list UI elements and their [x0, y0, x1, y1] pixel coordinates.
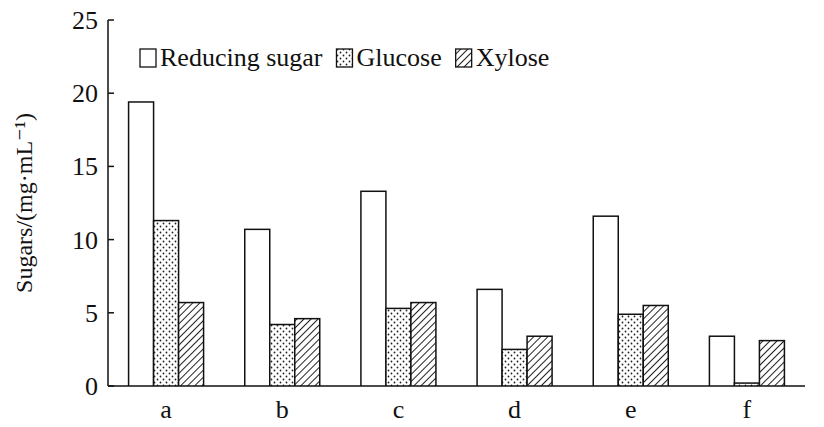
bar [361, 191, 386, 386]
bar [618, 314, 643, 386]
bar [502, 349, 527, 386]
y-tick [108, 166, 114, 168]
y-tick-label: 5 [85, 299, 98, 328]
bar [295, 319, 320, 386]
x-tick-label: a [160, 395, 172, 424]
legend-swatch [140, 49, 156, 67]
legend-label: Xylose [476, 43, 550, 72]
bar [245, 229, 270, 386]
y-tick-label: 10 [72, 226, 98, 255]
bar [527, 336, 552, 386]
bar [709, 336, 734, 386]
x-tick-label: e [625, 395, 637, 424]
bar [477, 289, 502, 386]
bar [593, 216, 618, 386]
y-tick [108, 19, 114, 21]
legend-label: Reducing sugar [160, 43, 323, 72]
legend: Reducing sugar Glucose Xylose [140, 43, 549, 72]
bar [411, 303, 436, 386]
y-tick-label: 0 [85, 372, 98, 401]
bar [759, 341, 784, 386]
x-axis [108, 385, 805, 387]
x-tick-label: b [276, 395, 289, 424]
y-tick-label: 20 [72, 79, 98, 108]
x-tick-label: d [508, 395, 521, 424]
y-axis [107, 20, 109, 386]
legend-swatch [336, 49, 352, 67]
bar [154, 221, 179, 386]
y-tick [108, 92, 114, 94]
y-tick-label: 25 [72, 6, 98, 35]
y-axis-label: Sugars/(mg·mL⁻¹) [11, 113, 37, 293]
bar [386, 308, 411, 386]
y-tick [108, 385, 114, 387]
y-tick [108, 239, 114, 241]
chart: 0 5 10 15 20 25 Sugars/(mg·mL⁻¹) a b c d e f Reducing… [0, 0, 824, 427]
bar [129, 102, 154, 386]
x-tick-label: f [743, 395, 752, 424]
bars [129, 102, 785, 386]
legend-label: Glucose [356, 43, 441, 72]
x-tick-label: c [393, 395, 405, 424]
bar [643, 305, 668, 386]
bar [270, 325, 295, 386]
bar [179, 303, 204, 386]
bar [734, 383, 759, 386]
y-tick [108, 312, 114, 314]
legend-swatch [456, 49, 472, 67]
y-tick-label: 15 [72, 152, 98, 181]
